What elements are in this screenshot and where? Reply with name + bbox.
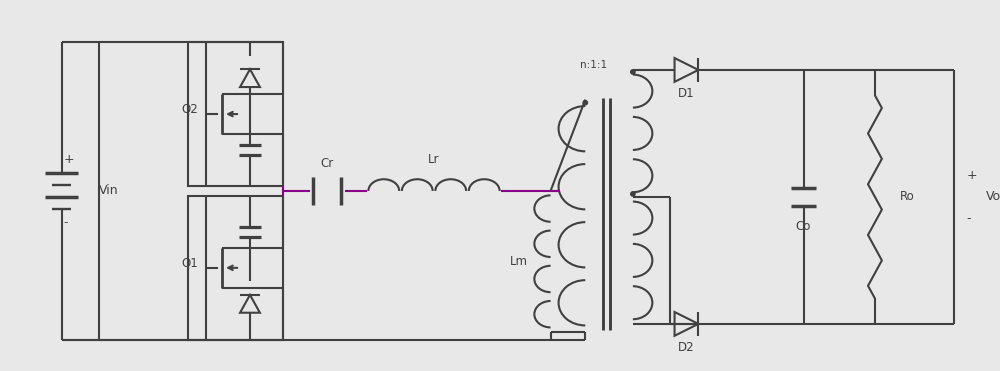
Text: Co: Co <box>796 220 811 233</box>
Text: Vin: Vin <box>99 184 119 197</box>
Text: n:1:1: n:1:1 <box>580 60 607 70</box>
Text: +: + <box>63 153 74 166</box>
Text: D1: D1 <box>678 87 695 100</box>
Text: Ro: Ro <box>900 190 914 203</box>
Circle shape <box>631 192 635 196</box>
Text: Lr: Lr <box>428 153 440 166</box>
Text: -: - <box>966 212 971 225</box>
Text: Q2: Q2 <box>182 103 198 116</box>
Text: D2: D2 <box>678 341 695 354</box>
Text: +: + <box>966 168 977 181</box>
Text: Q1: Q1 <box>182 256 198 269</box>
Text: Vo: Vo <box>986 190 1000 203</box>
Text: Cr: Cr <box>321 157 334 170</box>
Bar <box>188 196 283 340</box>
Circle shape <box>631 70 635 74</box>
Bar <box>188 42 283 186</box>
Text: Lm: Lm <box>510 255 528 268</box>
Circle shape <box>583 101 587 105</box>
Text: -: - <box>63 216 68 229</box>
